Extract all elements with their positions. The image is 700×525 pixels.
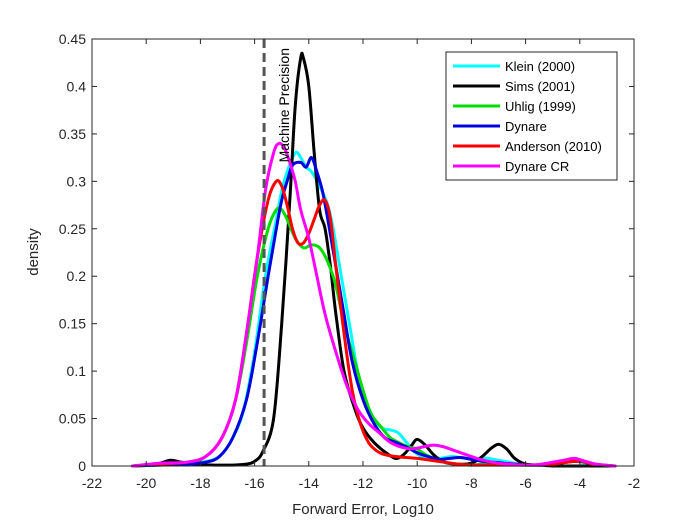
machine-precision-marker: Machine Precision bbox=[262, 39, 292, 466]
x-tick-label: -16 bbox=[244, 475, 264, 491]
machine-precision-label: Machine Precision bbox=[276, 48, 292, 162]
legend-label-3: Uhlig (1999) bbox=[505, 99, 576, 114]
x-tick-label: -22 bbox=[82, 475, 102, 491]
y-tick-label: 0.3 bbox=[67, 173, 87, 189]
legend-box bbox=[445, 51, 618, 181]
y-tick-label: 0.35 bbox=[59, 126, 86, 142]
y-tick-label: 0.05 bbox=[59, 411, 86, 427]
y-tick-label: 0.15 bbox=[59, 316, 86, 332]
x-tick-label: -10 bbox=[407, 475, 427, 491]
x-tick-label: -8 bbox=[465, 475, 478, 491]
y-tick-label: 0.25 bbox=[59, 221, 86, 237]
y-tick-label: 0.45 bbox=[59, 31, 86, 47]
x-tick-label: -18 bbox=[190, 475, 210, 491]
x-axis-label: Forward Error, Log10 bbox=[292, 501, 434, 518]
legend-label-2: Sims (2001) bbox=[505, 79, 575, 94]
y-tick-label: 0 bbox=[78, 458, 86, 474]
x-tick-label: -4 bbox=[574, 475, 587, 491]
legend-label-1: Klein (2000) bbox=[505, 59, 575, 74]
legend-label-4: Dynare bbox=[505, 119, 547, 134]
y-axis-label: density bbox=[25, 228, 42, 276]
x-tick-label: -20 bbox=[136, 475, 156, 491]
legend-label-6: Dynare CR bbox=[505, 159, 569, 174]
series-line-6 bbox=[131, 141, 617, 468]
y-tick-label: 0.2 bbox=[67, 268, 87, 284]
density-curves bbox=[131, 51, 617, 468]
legend-label-5: Anderson (2010) bbox=[505, 139, 602, 154]
y-axis: 0 0.05 0.1 0.15 0.2 0.25 0.3 0.35 0.4 0.45 bbox=[59, 31, 634, 474]
legend: Klein (2000) Sims (2001) Uhlig (1999) Dynar… bbox=[445, 51, 618, 181]
x-tick-label: -12 bbox=[353, 475, 373, 491]
x-tick-label: -2 bbox=[628, 475, 641, 491]
x-tick-label: -14 bbox=[299, 475, 319, 491]
x-axis: -22 -20 -18 -16 -14 -12 -10 -8 -6 -4 -2 bbox=[82, 39, 641, 491]
y-tick-label: 0.1 bbox=[67, 363, 87, 379]
y-tick-label: 0.4 bbox=[67, 78, 87, 94]
x-tick-label: -6 bbox=[519, 475, 532, 491]
